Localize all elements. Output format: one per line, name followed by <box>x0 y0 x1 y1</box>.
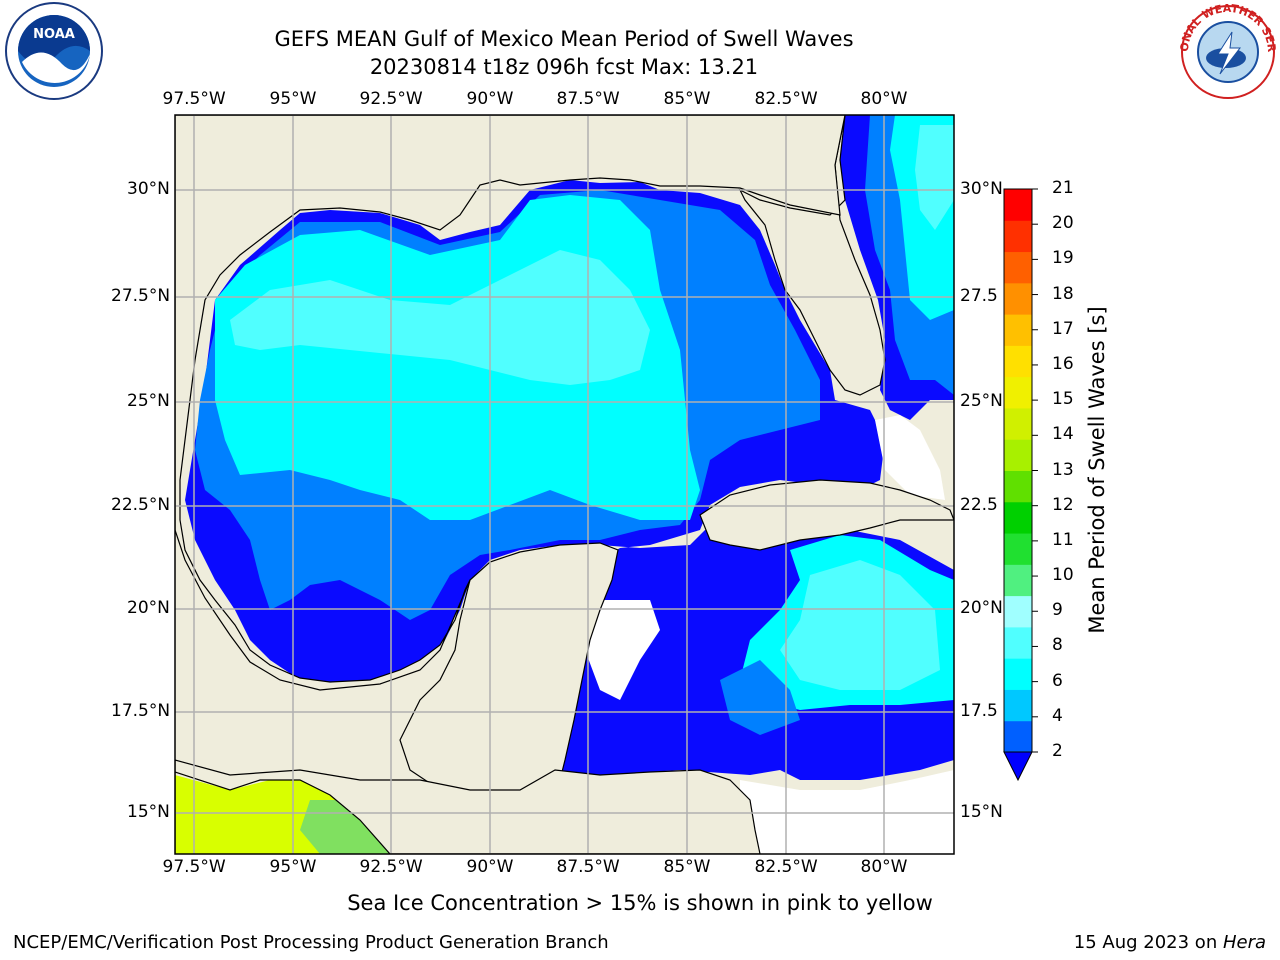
colorbar-segment <box>1004 407 1032 440</box>
map-gridlines <box>175 115 954 854</box>
colorbar-tick-label: 8 <box>1052 635 1063 656</box>
lat-label-left: 27.5°N <box>111 286 171 306</box>
host-name: Hera <box>1222 932 1266 953</box>
colorbar-segment <box>1004 658 1032 690</box>
lat-label-left: 15°N <box>127 802 170 822</box>
colorbar-segment <box>1004 439 1032 471</box>
us-gulf-coast-land <box>175 115 846 691</box>
colorbar-tick-label: 13 <box>1052 459 1074 480</box>
lon-label-bottom: 90°W <box>466 857 514 877</box>
colorbar-segment <box>1004 282 1032 315</box>
lat-label-right: 20°N <box>960 598 1003 618</box>
colorbar-tick-label: 12 <box>1052 494 1074 515</box>
colorbar-under-arrow <box>1003 751 1033 782</box>
colorbar-tick-label: 16 <box>1052 353 1074 374</box>
lat-label-left: 17.5°N <box>111 701 171 721</box>
colorbar-tick-label: 20 <box>1052 213 1074 234</box>
lon-label-top: 80°W <box>860 89 908 109</box>
colorbar-tick-label: 10 <box>1052 565 1074 586</box>
lat-label-right: 27.5 <box>960 286 998 306</box>
colorbar-tick-label: 4 <box>1052 705 1063 726</box>
lon-label-top: 95°W <box>269 89 317 109</box>
colorbar-tick-label: 2 <box>1052 741 1063 761</box>
colorbar-tick-label: 21 <box>1052 178 1074 198</box>
colorbar-tick-label: 14 <box>1052 424 1074 445</box>
svg-text:NOAA: NOAA <box>33 27 75 42</box>
no-data-patch-2 <box>740 770 954 854</box>
lon-label-top: 97.5°W <box>162 89 226 109</box>
colorbar-segment <box>1004 314 1032 346</box>
colorbar-segment <box>1004 189 1032 221</box>
lat-label-left: 22.5°N <box>111 495 171 515</box>
caribbean-light-cyan <box>780 560 940 690</box>
colorbar-segment <box>1004 220 1032 253</box>
lon-label-bottom: 87.5°W <box>556 857 620 877</box>
credit-text: NCEP/EMC/Verification Post Processing Pr… <box>13 932 609 953</box>
map-field <box>175 115 954 854</box>
lat-label-right: 30°N <box>960 179 1003 199</box>
date-text: 15 Aug 2023 on <box>1073 932 1223 953</box>
lat-label-left: 20°N <box>127 598 170 618</box>
colorbar-segment <box>1004 251 1032 284</box>
lat-label-right: 17.5 <box>960 701 998 721</box>
lon-label-bottom: 85°W <box>663 857 711 877</box>
colorbar-segment <box>1004 689 1032 722</box>
colorbar-segment <box>1004 564 1032 597</box>
lat-label-left: 25°N <box>127 391 170 411</box>
colorbar <box>1003 188 1038 782</box>
noaa-logo: NOAA <box>5 2 103 100</box>
lat-label-right: 25°N <box>960 391 1003 411</box>
cuba-land <box>699 479 954 551</box>
map-title: GEFS MEAN Gulf of Mexico Mean Period of … <box>274 27 854 51</box>
colorbar-segment <box>1004 720 1032 753</box>
colorbar-tick-label: 18 <box>1052 283 1074 304</box>
colorbar-segment <box>1004 501 1032 534</box>
florida-land <box>738 115 886 396</box>
colorbar-segment <box>1004 533 1032 565</box>
colorbar-label: Mean Period of Swell Waves [s] <box>1085 306 1109 634</box>
sea-ice-note: Sea Ice Concentration > 15% is shown in … <box>347 891 933 915</box>
colorbar-tick-label: 6 <box>1052 670 1063 691</box>
lon-label-top: 87.5°W <box>556 89 620 109</box>
lon-label-bottom: 97.5°W <box>162 857 226 877</box>
colorbar-segment <box>1004 470 1032 503</box>
colorbar-tick-label: 19 <box>1052 248 1074 269</box>
nws-logo: NATIONAL WEATHER SERVICE <box>1176 4 1278 99</box>
colorbar-tick-label: 17 <box>1052 318 1074 339</box>
map-frame <box>174 114 955 855</box>
colorbar-segment <box>1004 345 1032 378</box>
colorbar-segment <box>1004 626 1032 659</box>
lat-label-right: 15°N <box>960 802 1003 822</box>
lon-label-top: 90°W <box>466 89 514 109</box>
colorbar-tick-label: 11 <box>1052 529 1074 550</box>
lon-label-bottom: 82.5°W <box>754 857 818 877</box>
lat-label-right: 22.5 <box>960 495 998 515</box>
gulf-water-light-cyan <box>230 250 650 385</box>
lon-label-top: 92.5°W <box>359 89 423 109</box>
lat-label-left: 30°N <box>127 179 170 199</box>
no-data-patch-3 <box>875 415 945 500</box>
lon-label-bottom: 95°W <box>269 857 317 877</box>
lon-label-bottom: 92.5°W <box>359 857 423 877</box>
colorbar-tick-label: 15 <box>1052 389 1074 410</box>
date-credit: 15 Aug 2023 on Hera <box>1074 932 1266 953</box>
lon-label-bottom: 80°W <box>860 857 908 877</box>
central-america-land <box>175 759 761 854</box>
lon-label-top: 82.5°W <box>754 89 818 109</box>
lon-label-top: 85°W <box>663 89 711 109</box>
colorbar-tick-label: 9 <box>1052 600 1063 621</box>
caribbean-mid-blue <box>720 660 800 735</box>
colorbar-segment <box>1004 376 1032 409</box>
colorbar-segment <box>1004 595 1032 628</box>
atlantic-light-cyan <box>915 125 954 230</box>
forecast-subtitle: 20230814 t18z 096h fcst Max: 13.21 <box>369 55 759 79</box>
no-data-patch-1 <box>585 600 660 700</box>
